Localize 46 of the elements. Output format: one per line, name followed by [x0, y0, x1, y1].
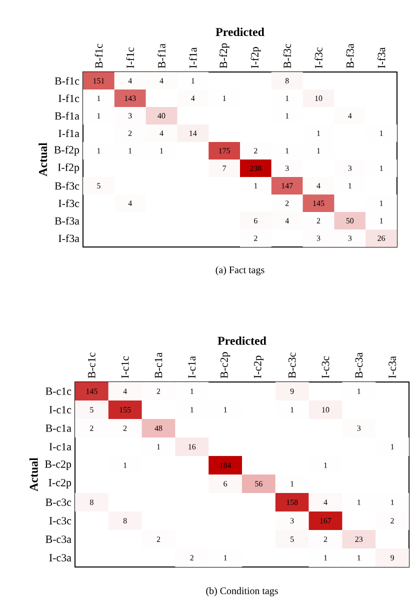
y-tick-label: B-f1c [54, 76, 80, 85]
x-tick-label: I-f3a [377, 47, 386, 68]
x-tick-label: B-f3a [346, 44, 354, 68]
x-axis-title: Predicted [216, 28, 264, 36]
y-tick-label: I-c1c [49, 406, 72, 414]
text: (b) Condition tags [206, 587, 278, 596]
y-tick-label: I-f2p [58, 163, 80, 174]
y-tick-label: B-c1c [46, 388, 72, 395]
x-tick-label: I-f3c [314, 48, 322, 68]
x-tick-label: B-f3c [283, 44, 292, 68]
y-tick-label: B-f2p [54, 146, 80, 156]
y-axis-title: Actual [29, 458, 38, 492]
y-tick-label: I-f3c [58, 199, 80, 208]
x-tick-label: B-f2p [219, 43, 230, 68]
x-tick-label: B-f1c [94, 44, 103, 68]
x-tick-label: B-c1a [154, 352, 162, 378]
y-tick-label: I-f1c [58, 94, 80, 102]
x-tick-label: I-f1a [188, 47, 197, 68]
x-tick-label: I-f2p [250, 47, 261, 68]
y-tick-label: I-c2p [48, 478, 72, 489]
x-tick-label: I-c3c [322, 356, 330, 378]
x-tick-label: I-c1c [121, 356, 129, 378]
x-tick-label: B-c3c [288, 352, 296, 378]
y-tick-label: I-c3a [49, 554, 72, 562]
x-tick-label: I-c1a [188, 356, 196, 378]
y-tick-label: I-c1a [49, 443, 72, 450]
y-tick-label: B-c2p [45, 460, 72, 470]
x-tick-label: B-f1a [158, 44, 166, 68]
x-tick-label: I-c2p [254, 356, 264, 378]
x-tick-label: I-f1c [126, 48, 134, 68]
y-tick-label: B-f1a [54, 112, 80, 120]
y-tick-label: I-f3a [58, 234, 80, 242]
x-tick-label: B-c1c [88, 352, 96, 378]
text: (a) Fact tags [216, 266, 264, 276]
y-tick-label: B-c1a [46, 424, 72, 432]
y-tick-label: B-c3c [46, 498, 72, 506]
x-axis-title: Predicted [218, 336, 266, 345]
x-tick-label: B-c3a [355, 352, 363, 378]
y-tick-label: B-f3c [54, 182, 80, 190]
y-tick-label: B-f3a [54, 216, 80, 225]
y-tick-label: I-c3c [49, 517, 72, 524]
y-tick-label: B-c3a [46, 536, 72, 543]
x-tick-label: I-c3a [388, 356, 396, 378]
y-tick-label: I-f1a [58, 129, 80, 138]
x-tick-label: B-c2p [220, 352, 230, 378]
y-axis-title: Actual [38, 142, 48, 176]
